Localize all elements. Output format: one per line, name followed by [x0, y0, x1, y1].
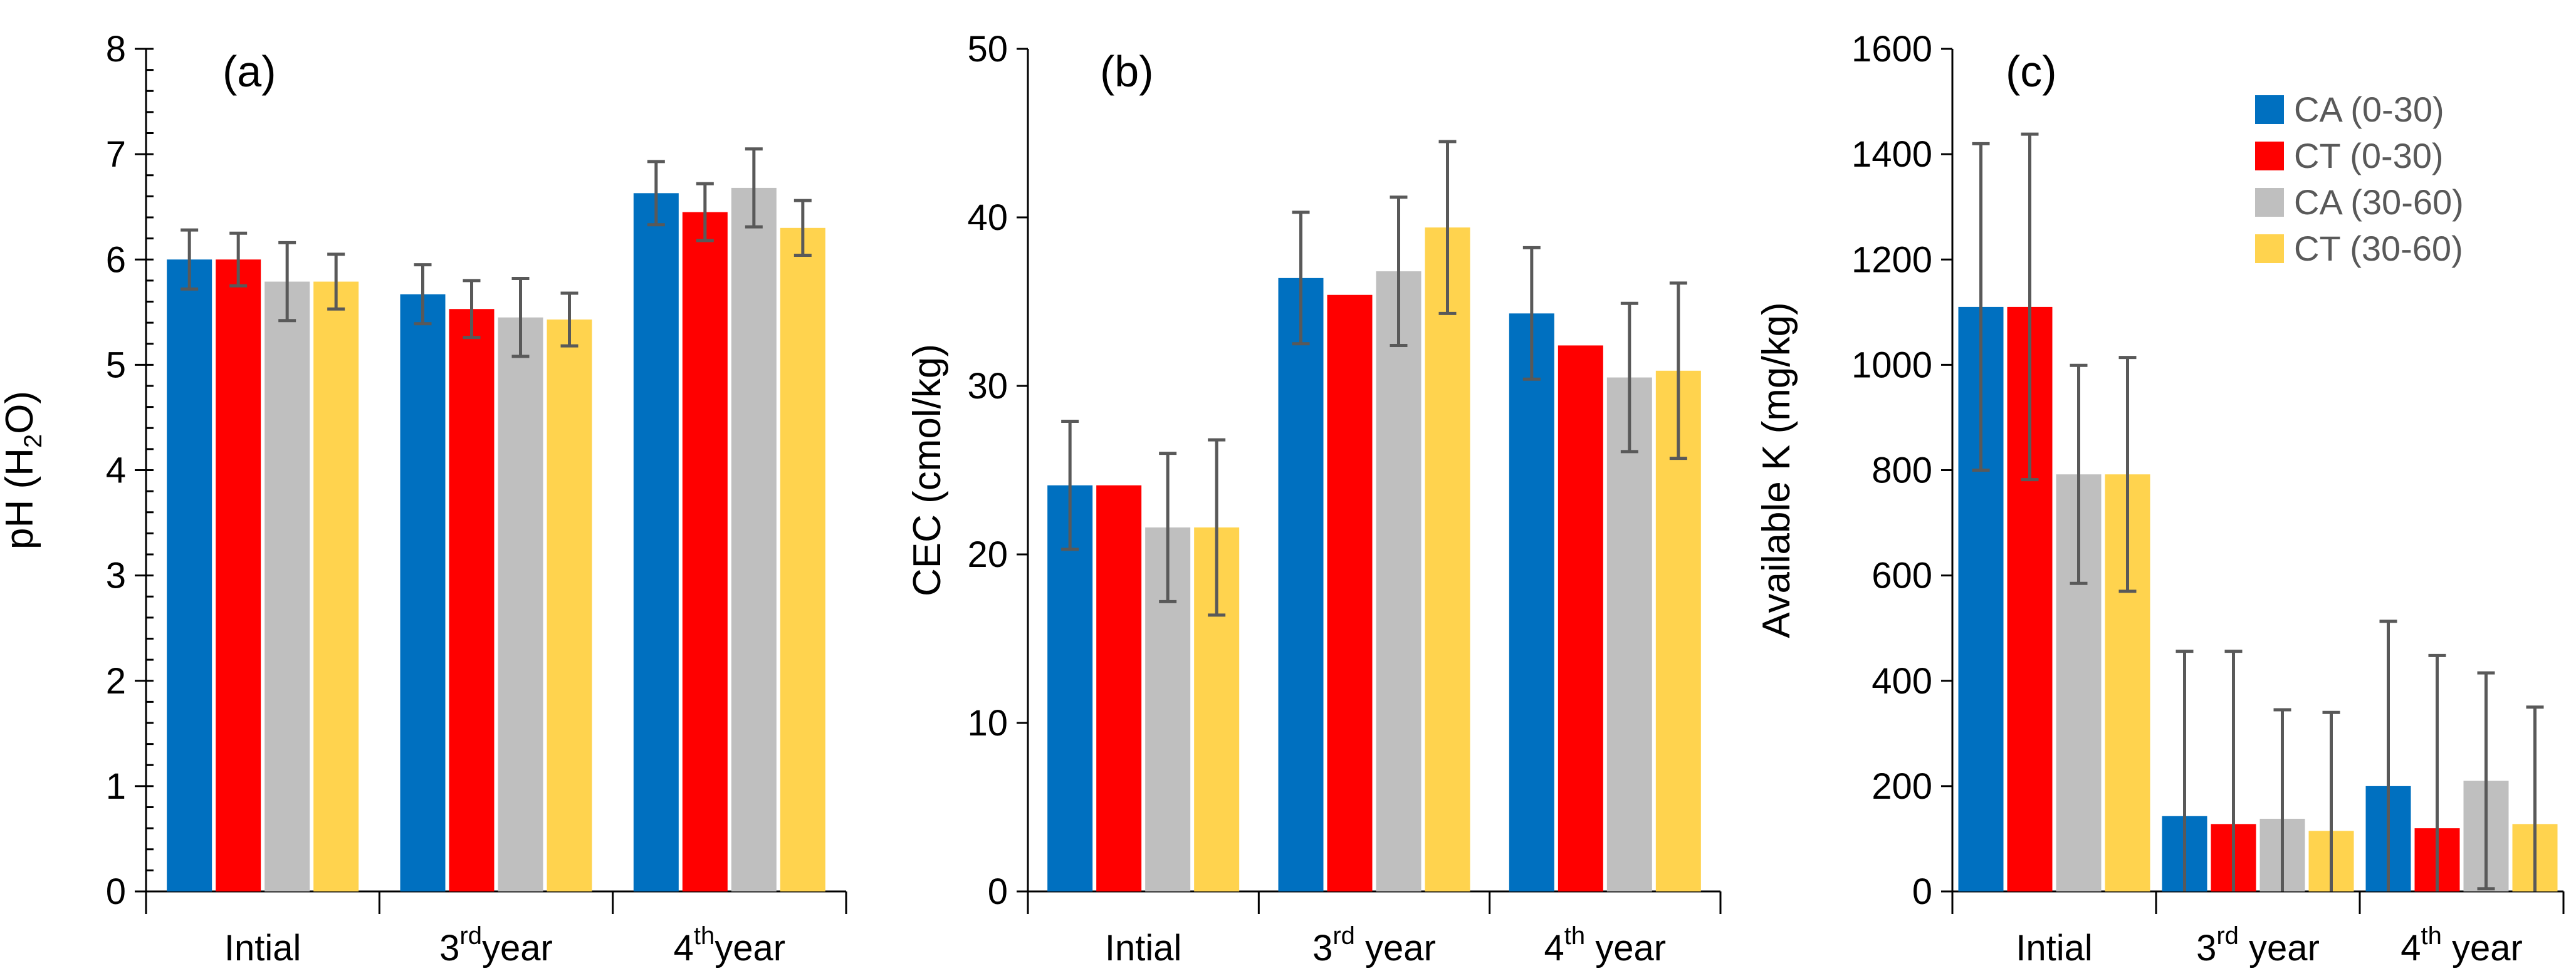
bar	[167, 259, 212, 891]
bar	[731, 187, 777, 891]
bar	[498, 317, 543, 891]
y-tick-label: 7	[106, 134, 126, 175]
legend-swatch	[2255, 188, 2284, 217]
y-tick-label: 1000	[1851, 345, 1932, 385]
y-tick-label: 0	[106, 871, 126, 912]
x-tick-label: Intial	[2016, 928, 2093, 968]
x-tick-label: Intial	[224, 928, 301, 968]
x-tick-label: 4th year	[2401, 922, 2523, 968]
bar	[1509, 313, 1554, 892]
legend-label: CA (0-30)	[2294, 90, 2444, 129]
legend: CA (0-30) CT (0-30) CA (30-60) CT (30-60…	[2255, 90, 2464, 268]
legend-label: CT (0-30)	[2294, 136, 2444, 175]
y-tick-label: 1	[106, 766, 126, 807]
bar	[1606, 377, 1652, 891]
y-tick-label: 1600	[1851, 29, 1932, 70]
bar	[1096, 485, 1142, 891]
y-tick-label: 200	[1872, 766, 1932, 807]
x-tick-label: Intial	[1105, 928, 1182, 968]
y-axis-title: Available K (mg/kg)	[1755, 302, 1798, 638]
bar	[780, 227, 825, 891]
bar	[449, 309, 495, 891]
y-tick-label: 20	[967, 534, 1008, 575]
y-tick-label: 30	[967, 366, 1008, 407]
x-tick-label: 3rd year	[2196, 922, 2320, 968]
legend-swatch	[2255, 142, 2284, 170]
y-tick-label: 0	[1912, 871, 1932, 912]
y-tick-label: 1400	[1851, 134, 1932, 175]
bar	[216, 259, 261, 891]
bar	[1425, 227, 1470, 891]
y-tick-label: 4	[106, 450, 126, 491]
panel-label: (a)	[223, 47, 276, 96]
bar	[1047, 485, 1093, 891]
y-tick-label: 0	[988, 871, 1008, 912]
x-tick-label: 4thyear	[674, 922, 785, 968]
y-tick-label: 800	[1872, 450, 1932, 491]
bar	[1558, 345, 1603, 891]
legend-item: CT (0-30)	[2255, 136, 2444, 175]
legend-swatch	[2255, 234, 2284, 263]
y-tick-label: 8	[106, 29, 126, 70]
y-axis-title: CEC (cmol/kg)	[906, 344, 949, 596]
legend-swatch	[2255, 95, 2284, 124]
y-tick-label: 10	[967, 703, 1008, 744]
bar	[1376, 271, 1422, 892]
y-tick-label: 3	[106, 556, 126, 596]
x-tick-label: 3rdyear	[439, 922, 553, 968]
y-tick-label: 40	[967, 197, 1008, 238]
y-tick-label: 600	[1872, 556, 1932, 596]
x-tick-label: 4th year	[1544, 922, 1667, 968]
panel-label: (b)	[1100, 47, 1154, 96]
y-tick-label: 6	[106, 239, 126, 280]
y-axis-title: pH (H2O)	[0, 391, 47, 549]
y-tick-label: 2	[106, 661, 126, 702]
y-tick-label: 1200	[1851, 239, 1932, 280]
y-tick-label: 5	[106, 345, 126, 385]
legend-label: CA (30-60)	[2294, 182, 2464, 222]
bar	[1327, 294, 1373, 891]
panel-c: 0 200 400 600 800 1000 1200 1400 1600 Intial 3rd y…	[1755, 29, 2565, 968]
bar	[313, 281, 359, 891]
legend-label: CT (30-60)	[2294, 229, 2463, 268]
bar	[264, 281, 310, 891]
y-tick-label: 50	[967, 29, 1008, 70]
bar	[547, 319, 592, 891]
legend-item: CA (30-60)	[2255, 182, 2464, 222]
panel-b: 0 10 20 30 40 50 Intial 3rd year 4th year (b) CEC …	[906, 29, 1722, 968]
bar	[682, 212, 728, 891]
x-tick-label: 3rd year	[1312, 922, 1436, 968]
legend-item: CA (0-30)	[2255, 90, 2444, 129]
bar	[1278, 278, 1324, 892]
panel-a: 0 1 2 3 4 5 6 7 8 Intial 3rdyear 4thyear (a) pH (H2O)	[0, 29, 847, 968]
panel-label: (c)	[2006, 47, 2057, 96]
bar	[400, 294, 446, 891]
bar	[633, 193, 679, 891]
legend-item: CT (30-60)	[2255, 229, 2463, 268]
y-tick-label: 400	[1872, 661, 1932, 702]
